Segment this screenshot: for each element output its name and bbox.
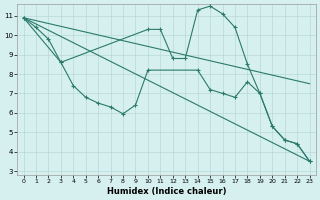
- X-axis label: Humidex (Indice chaleur): Humidex (Indice chaleur): [107, 187, 226, 196]
